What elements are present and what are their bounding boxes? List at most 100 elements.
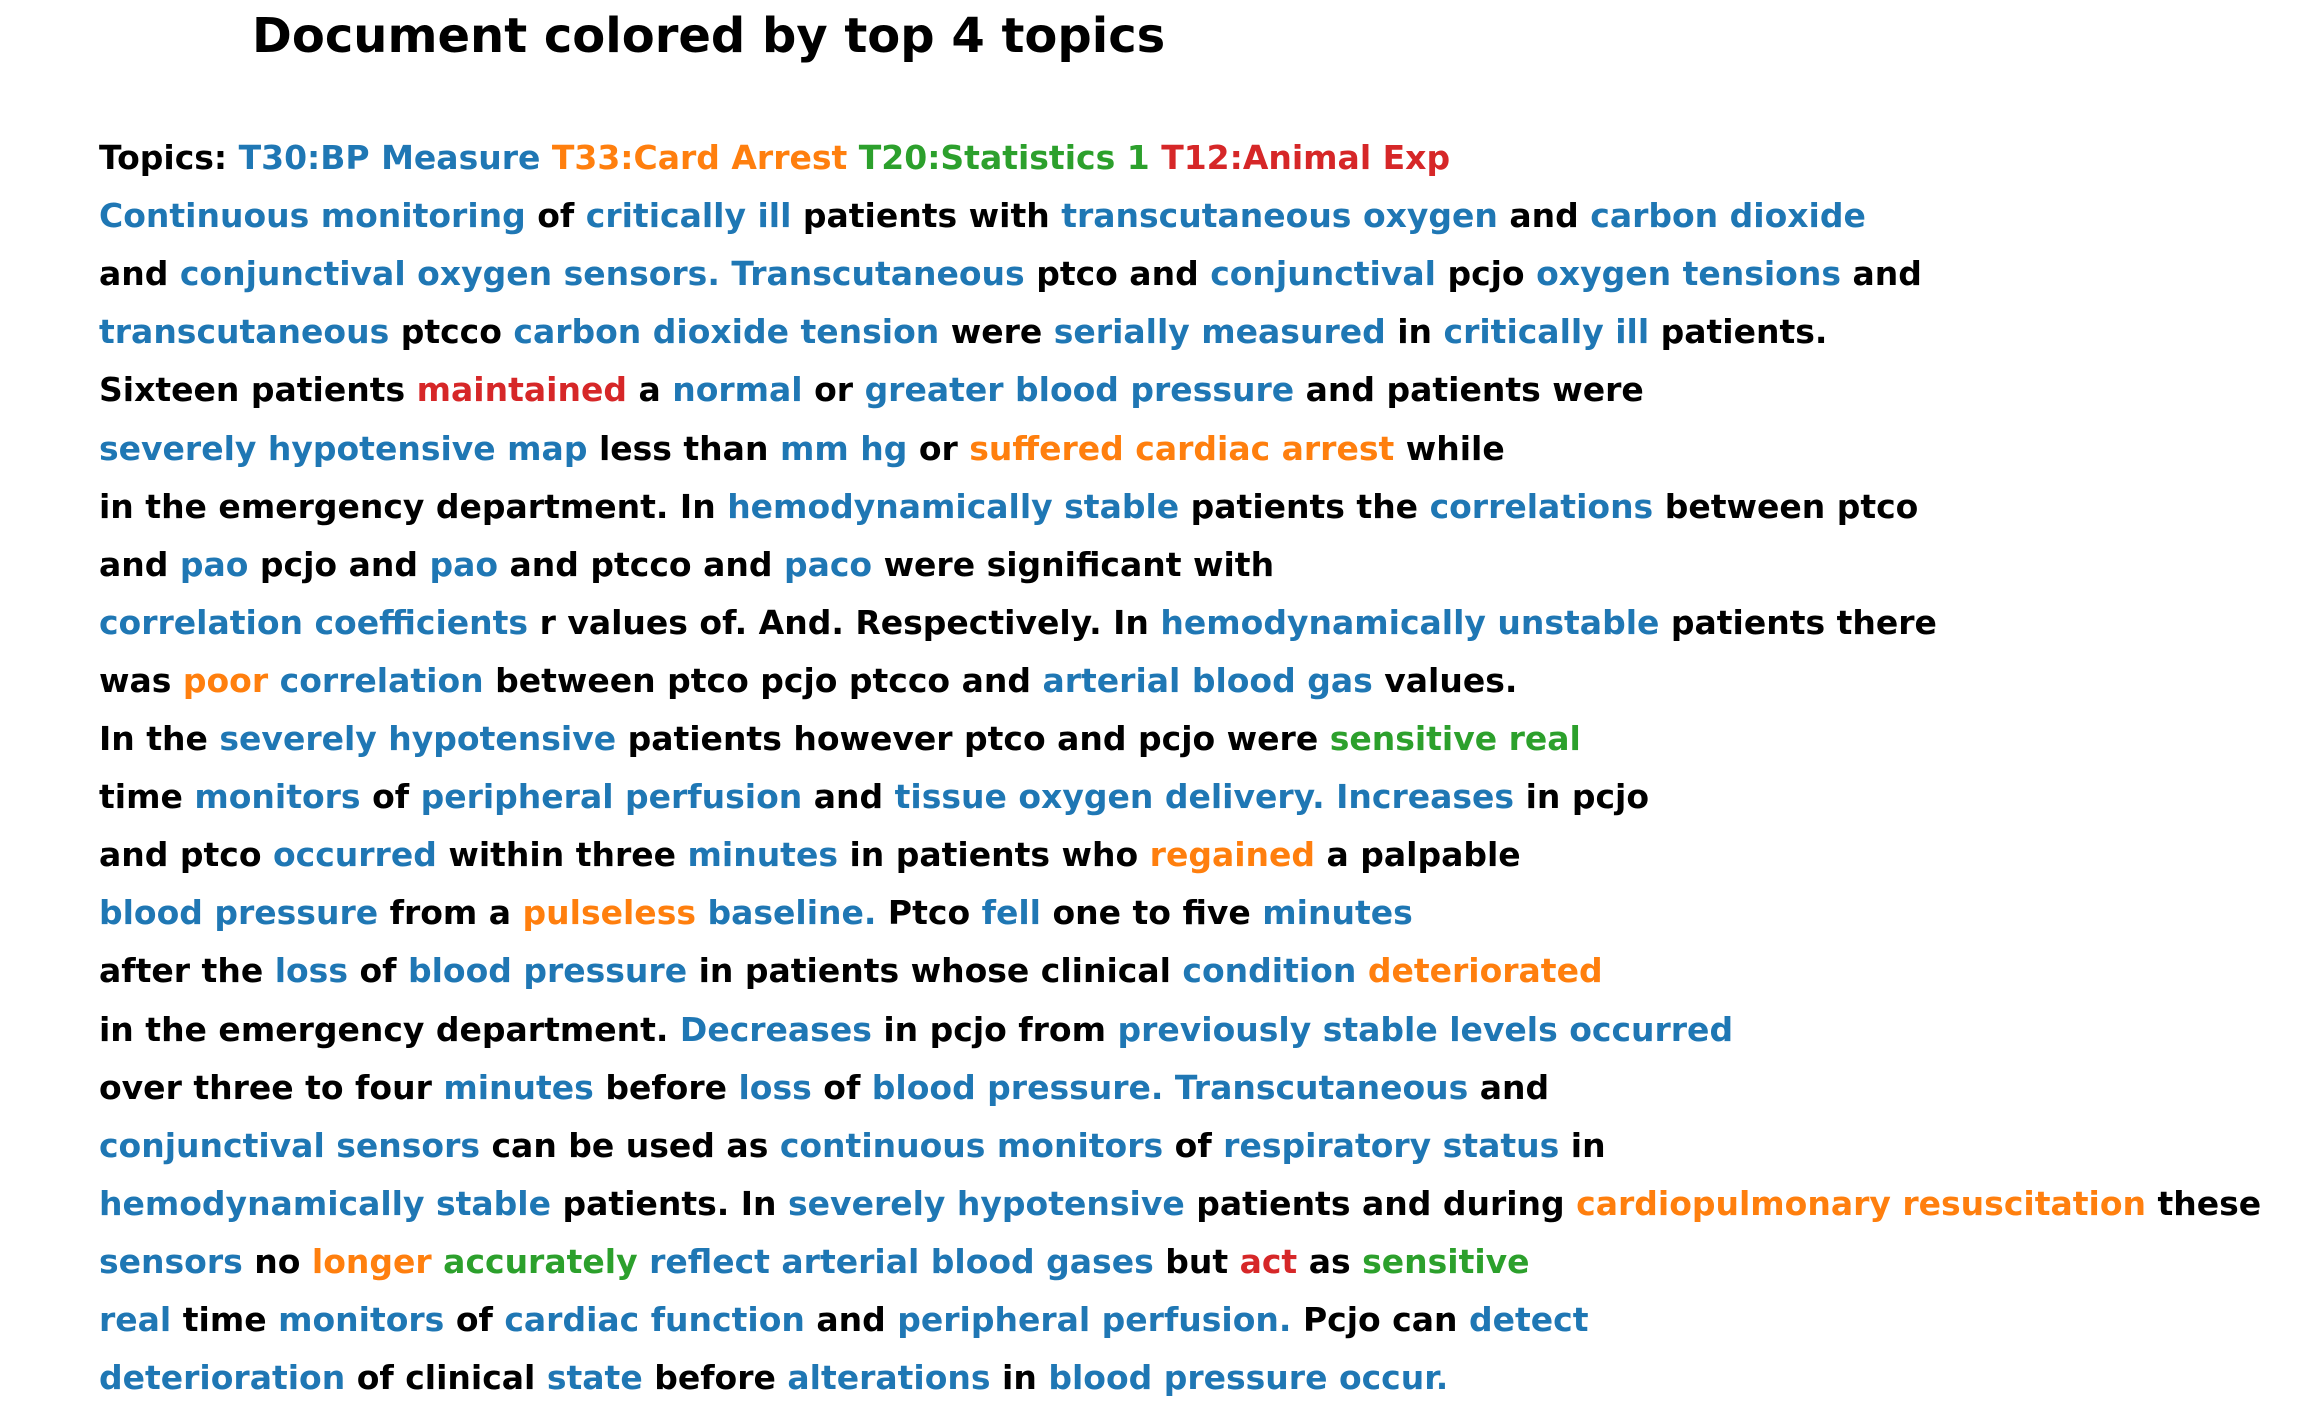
text-line: Continuous monitoring of critically ill … — [99, 196, 1866, 236]
text-line: sensors no longer accurately reflect art… — [99, 1242, 1530, 1282]
plain-text: or — [802, 370, 865, 410]
plain-text: can be used as — [480, 1125, 780, 1165]
plain-text: and ptco — [99, 835, 273, 875]
plain-text: Topics: — [99, 138, 239, 177]
topic-term-t30: transcutaneous oxygen — [1061, 196, 1498, 236]
page-title: Document colored by top 4 topics — [252, 8, 1166, 64]
topic-term-t30: reflect arterial blood gases — [649, 1241, 1154, 1281]
plain-text: these — [2146, 1183, 2262, 1223]
plain-text: or — [907, 428, 970, 468]
plain-text: In the — [99, 719, 220, 758]
topic-term-t12: maintained — [416, 370, 627, 410]
topic-term-t30: conjunctival sensors — [99, 1125, 480, 1165]
plain-text — [1356, 951, 1368, 990]
topic-term-t30: conjunctival oxygen sensors. Transcutane… — [179, 254, 1025, 294]
plain-text: as — [1297, 1241, 1363, 1281]
plain-text: of — [525, 196, 586, 236]
plain-text — [847, 138, 859, 177]
topic-term-t30: critically ill — [1443, 312, 1650, 352]
topic-term-t30: correlation — [279, 660, 484, 700]
topic-term-t30: previously stable levels occurred — [1117, 1009, 1734, 1049]
plain-text: of — [811, 1067, 872, 1107]
plain-text: ptco and — [1024, 254, 1211, 294]
topic-term-t30: monitors — [194, 777, 361, 817]
plain-text: values. — [1372, 660, 1518, 700]
topic-term-t30: blood pressure — [99, 893, 379, 933]
plain-text: before — [642, 1358, 788, 1398]
text-line: and pao pcjo and pao and ptcco and paco … — [99, 545, 1274, 585]
plain-text: and — [1840, 254, 1922, 294]
topic-term-t33: suffered cardiac arrest — [969, 428, 1395, 468]
topic-term-t30: cardiac function — [504, 1300, 805, 1339]
plain-text — [268, 661, 280, 700]
plain-text — [638, 1242, 650, 1281]
topic-term-t30: blood pressure — [407, 951, 688, 991]
topic-term-t30: pao — [179, 544, 249, 584]
text-line: in the emergency department. In hemodyna… — [99, 487, 1918, 527]
plain-text: a — [626, 370, 673, 410]
plain-text: and — [1497, 196, 1591, 236]
text-line: transcutaneous ptcco carbon dioxide tens… — [99, 312, 1827, 352]
topic-term-t12: T12:Animal Exp — [1161, 138, 1451, 177]
topic-term-t12: act — [1239, 1241, 1298, 1281]
plain-text: before — [593, 1067, 739, 1107]
topic-term-t30: carbon dioxide — [1590, 196, 1866, 236]
plain-text: patients. — [1649, 312, 1828, 352]
topic-term-t30: arterial blood gas — [1042, 660, 1373, 700]
topic-term-t30: Decreases — [679, 1009, 872, 1049]
topic-term-t20: T20:Statistics 1 — [858, 138, 1150, 177]
topic-term-t30: real — [99, 1300, 172, 1339]
topic-term-t30: alterations — [787, 1358, 991, 1398]
topic-term-t30: conjunctival — [1210, 254, 1436, 294]
plain-text: of — [1163, 1125, 1224, 1165]
plain-text: time — [171, 1300, 279, 1339]
text-line: after the loss of blood pressure in pati… — [99, 951, 1603, 991]
topic-term-t33: pulseless — [522, 893, 696, 933]
topic-term-t30: hemodynamically stable — [727, 486, 1180, 526]
topic-term-t30: severely hypotensive — [219, 719, 617, 758]
topic-term-t30: transcutaneous — [99, 312, 390, 352]
plain-text: after the — [99, 951, 275, 991]
topic-term-t33: cardiopulmonary resuscitation — [1576, 1183, 2146, 1223]
topic-term-t30: fell — [981, 893, 1041, 933]
plain-text: and ptcco and — [498, 544, 784, 584]
plain-text: and — [804, 1300, 898, 1339]
text-line: real time monitors of cardiac function a… — [99, 1300, 1588, 1340]
topic-term-t30: mm hg — [779, 428, 908, 468]
plain-text: patients with — [791, 196, 1062, 236]
topic-term-t30: paco — [783, 544, 873, 584]
plain-text: and — [1468, 1067, 1550, 1107]
plain-text: was — [99, 660, 183, 700]
topic-term-t20: sensitive real — [1329, 719, 1581, 758]
plain-text: r values of. And. Respectively. In — [528, 602, 1161, 642]
text-line: and conjunctival oxygen sensors. Transcu… — [99, 254, 1922, 294]
topic-term-t30: minutes — [687, 835, 838, 875]
topic-term-t33: longer — [311, 1241, 432, 1281]
plain-text: ptcco — [389, 312, 514, 352]
topic-term-t30: loss — [274, 951, 348, 991]
plain-text: within three — [436, 835, 688, 875]
plain-text: less than — [587, 428, 780, 468]
plain-text: in — [1385, 312, 1444, 352]
plain-text: in pcjo from — [871, 1009, 1118, 1049]
plain-text: from a — [378, 893, 523, 933]
text-line: In the severely hypotensive patients how… — [99, 719, 1581, 759]
text-line: severely hypotensive map less than mm hg… — [99, 429, 1505, 469]
topic-term-t30: baseline. — [707, 893, 877, 933]
plain-text: were significant with — [872, 544, 1275, 584]
plain-text: in the emergency department. In — [99, 486, 728, 526]
topic-term-t30: correlation coefficients — [99, 602, 529, 642]
plain-text: Sixteen patients — [99, 370, 417, 410]
plain-text — [540, 138, 552, 177]
topic-term-t30: tissue oxygen delivery. Increases — [894, 777, 1515, 817]
text-line: in the emergency department. Decreases i… — [99, 1010, 1733, 1050]
plain-text: were — [939, 312, 1054, 352]
plain-text: and patients were — [1294, 370, 1644, 410]
text-line: correlation coefficients r values of. An… — [99, 603, 1937, 643]
plain-text: Ptco — [876, 893, 982, 933]
topic-term-t30: Continuous monitoring — [99, 196, 526, 236]
topic-term-t30: respiratory status — [1223, 1125, 1560, 1165]
topic-term-t30: normal — [672, 370, 803, 410]
topics-legend-line: Topics: T30:BP Measure T33:Card Arrest T… — [99, 138, 1450, 178]
topic-term-t30: occurred — [273, 835, 437, 875]
